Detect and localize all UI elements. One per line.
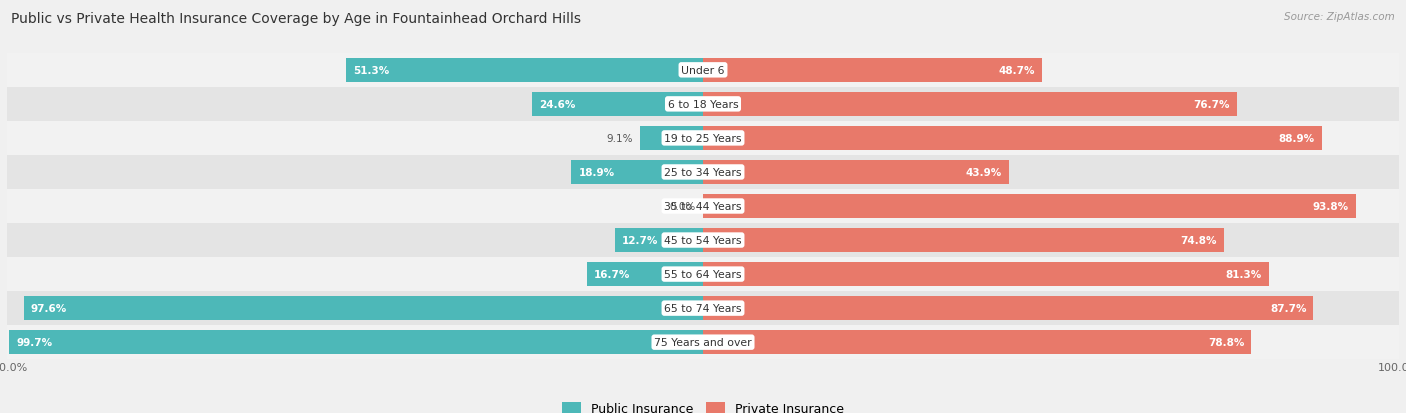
Bar	[7, 190, 1399, 223]
Text: 51.3%: 51.3%	[353, 66, 389, 76]
Text: 18.9%: 18.9%	[578, 168, 614, 178]
Text: 48.7%: 48.7%	[998, 66, 1035, 76]
Bar	[7, 292, 1399, 325]
Bar	[703, 262, 1268, 287]
Text: 76.7%: 76.7%	[1194, 100, 1230, 109]
Text: 74.8%: 74.8%	[1180, 235, 1216, 245]
Bar	[7, 54, 1399, 88]
Text: Source: ZipAtlas.com: Source: ZipAtlas.com	[1284, 12, 1395, 22]
Bar	[703, 228, 1223, 253]
Text: 6 to 18 Years: 6 to 18 Years	[668, 100, 738, 109]
Text: 93.8%: 93.8%	[1313, 202, 1348, 211]
Bar	[703, 296, 1313, 320]
Text: 75 Years and over: 75 Years and over	[654, 337, 752, 347]
Text: 55 to 64 Years: 55 to 64 Years	[664, 269, 742, 280]
Legend: Public Insurance, Private Insurance: Public Insurance, Private Insurance	[557, 397, 849, 413]
Bar	[703, 93, 1237, 117]
Text: 24.6%: 24.6%	[538, 100, 575, 109]
Bar	[7, 223, 1399, 257]
Bar	[703, 160, 1008, 185]
Text: Public vs Private Health Insurance Coverage by Age in Fountainhead Orchard Hills: Public vs Private Health Insurance Cover…	[11, 12, 581, 26]
Bar	[346, 59, 703, 83]
Bar	[7, 325, 1399, 359]
Text: 35 to 44 Years: 35 to 44 Years	[664, 202, 742, 211]
Text: 81.3%: 81.3%	[1226, 269, 1261, 280]
Bar	[7, 257, 1399, 292]
Text: 9.1%: 9.1%	[606, 133, 633, 144]
Bar	[571, 160, 703, 185]
Text: Under 6: Under 6	[682, 66, 724, 76]
Bar	[531, 93, 703, 117]
Text: 88.9%: 88.9%	[1278, 133, 1315, 144]
Bar	[586, 262, 703, 287]
Text: 43.9%: 43.9%	[966, 168, 1001, 178]
Bar	[7, 156, 1399, 190]
Bar	[703, 330, 1251, 354]
Bar	[640, 126, 703, 151]
Text: 97.6%: 97.6%	[31, 304, 67, 313]
Bar	[7, 121, 1399, 156]
Text: 45 to 54 Years: 45 to 54 Years	[664, 235, 742, 245]
Text: 12.7%: 12.7%	[621, 235, 658, 245]
Text: 16.7%: 16.7%	[593, 269, 630, 280]
Text: 0.0%: 0.0%	[669, 202, 696, 211]
Bar	[614, 228, 703, 253]
Text: 25 to 34 Years: 25 to 34 Years	[664, 168, 742, 178]
Text: 78.8%: 78.8%	[1208, 337, 1244, 347]
Bar	[8, 330, 703, 354]
Text: 99.7%: 99.7%	[15, 337, 52, 347]
Bar	[24, 296, 703, 320]
Text: 65 to 74 Years: 65 to 74 Years	[664, 304, 742, 313]
Bar	[703, 194, 1355, 219]
Bar	[7, 88, 1399, 121]
Text: 87.7%: 87.7%	[1270, 304, 1306, 313]
Bar	[703, 126, 1322, 151]
Text: 19 to 25 Years: 19 to 25 Years	[664, 133, 742, 144]
Bar	[703, 59, 1042, 83]
